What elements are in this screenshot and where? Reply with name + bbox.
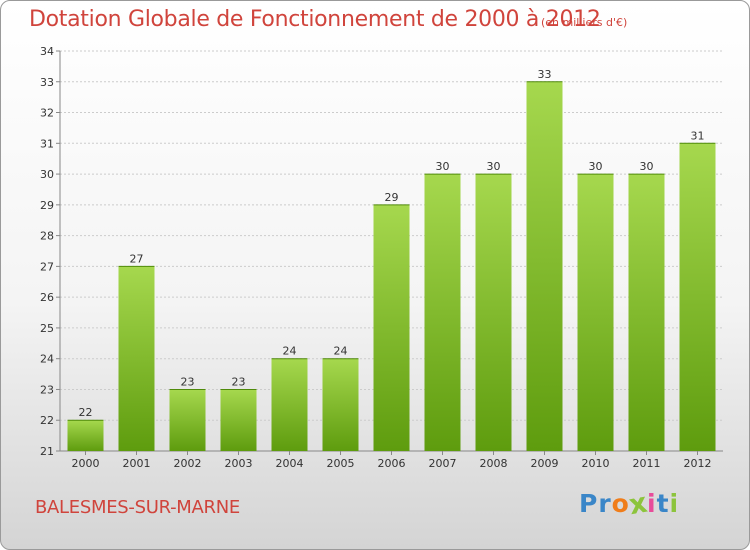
y-tick-label: 22 [40,414,54,427]
bar [322,358,359,451]
chart-title: Dotation Globale de Fonctionnement de 20… [29,7,601,32]
bar [475,174,512,452]
bar [679,143,716,452]
data-label: 30 [436,160,450,173]
x-tick-label: 2011 [633,457,661,470]
logo-letter: i [647,489,657,518]
y-tick-label: 23 [40,383,54,396]
logo-letter: o [611,489,630,518]
data-label: 23 [181,375,195,388]
proxiti-logo[interactable]: Proxiti [579,486,680,521]
y-tick-label: 28 [40,230,54,243]
x-tick-label: 2004 [276,457,304,470]
axes: 21 22 23 24 25 26 27 28 29 30 31 32 33 34 2000 2001 2002… [40,45,723,470]
y-tick-label: 31 [40,137,54,150]
bar [424,174,461,452]
bar [220,389,257,451]
logo-letter: i [669,489,680,518]
data-labels: 22 27 23 23 24 24 29 30 30 33 30 30 31 [79,68,705,419]
y-tick-label: 25 [40,322,54,335]
data-label: 27 [130,252,144,265]
y-tick-label: 26 [40,291,54,304]
bars [67,81,716,452]
logo-letter: r [598,489,612,518]
logo-letter: P [579,489,599,518]
x-tick-label: 2012 [684,457,712,470]
data-label: 23 [232,375,246,388]
bar [169,389,206,451]
x-tick-label: 2010 [582,457,610,470]
bar [628,174,665,452]
y-tick-label: 24 [40,353,54,366]
x-tick-label: 2007 [429,457,457,470]
y-tick-label: 30 [40,168,54,181]
x-tick-label: 2002 [174,457,202,470]
bar [271,358,308,451]
x-tick-label: 2006 [378,457,406,470]
logo-letter: t [656,489,670,518]
y-tick-label: 34 [40,45,54,58]
x-tick-label: 2005 [327,457,355,470]
data-label: 24 [334,345,348,358]
data-label: 30 [487,160,501,173]
x-tick-label: 2008 [480,457,508,470]
bar [526,81,563,452]
x-tick-label: 2000 [72,457,100,470]
data-label: 30 [640,160,654,173]
data-label: 22 [79,406,93,419]
x-tick-label: 2003 [225,457,253,470]
y-tick-label: 29 [40,199,54,212]
y-tick-label: 27 [40,260,54,273]
commune-name: BALESMES-SUR-MARNE [35,497,240,518]
bar [373,204,410,451]
data-label: 24 [283,345,297,358]
y-tick-label: 32 [40,107,54,120]
bar [577,174,614,452]
bar [118,266,155,451]
data-label: 30 [589,160,603,173]
bar [67,420,104,451]
x-tick-label: 2001 [123,457,151,470]
data-label: 33 [538,68,552,81]
data-label: 29 [385,191,399,204]
chart-unit: (en milliers d'€) [541,16,628,29]
y-tick-label: 21 [40,445,54,458]
y-tick-label: 33 [40,76,54,89]
data-label: 31 [691,129,705,142]
x-tick-label: 2009 [531,457,559,470]
